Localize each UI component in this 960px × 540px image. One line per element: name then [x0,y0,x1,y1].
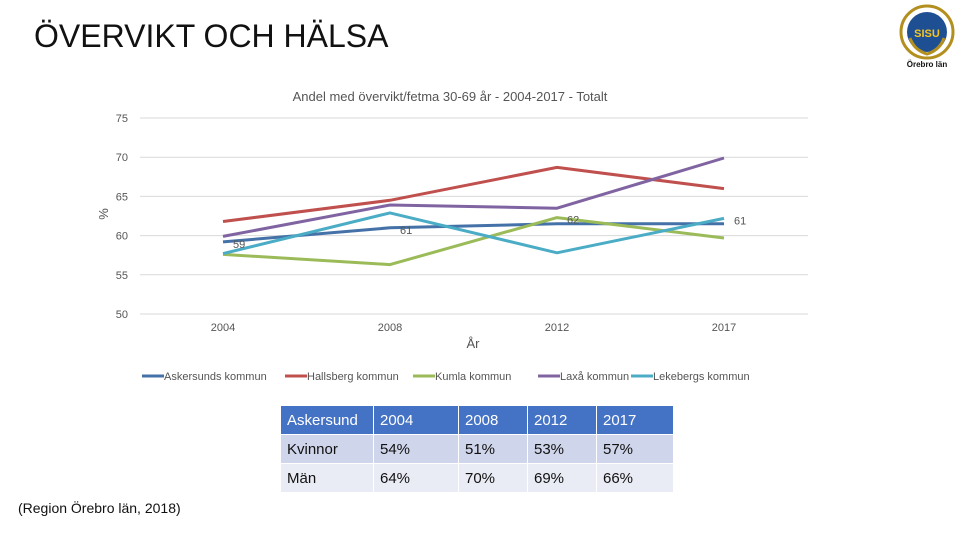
y-tick-label: 50 [116,309,128,321]
y-tick-label: 65 [116,191,128,203]
chart-title: Andel med övervikt/fetma 30-69 år - 2004… [293,89,608,104]
table-header-cell: 2004 [373,405,459,435]
page-title: ÖVERVIKT OCH HÄLSA [34,18,389,54]
data-label: 62 [567,215,579,227]
legend-label: Askersunds kommun [164,371,267,383]
table-header-cell: 2017 [596,405,674,435]
table-cell: 54% [373,434,459,464]
y-tick-label: 70 [116,152,128,164]
table-cell: Kvinnor [280,434,374,464]
table-header-row: Askersund 2004 2008 2012 2017 [280,405,674,435]
table-cell: 51% [458,434,528,464]
table-header-cell: 2008 [458,405,528,435]
y-axis-label: % [96,208,111,220]
chart-grid [140,117,808,315]
table-cell: 57% [596,434,674,464]
table-row: Kvinnor 54% 51% 53% 57% [280,434,674,464]
legend: Askersunds kommun Hallsberg kommun Kumla k… [142,371,750,383]
x-tick-label: 2004 [211,322,235,334]
legend-label: Lekebergs kommun [653,371,750,383]
series-line [222,165,725,223]
x-axis-ticks: 2004 2008 2012 2017 [211,322,736,334]
table-cell: 64% [373,463,459,493]
y-axis-ticks: 50 55 60 65 70 75 [116,113,128,321]
legend-label: Kumla kommun [435,371,511,383]
sisu-logo: SISU Örebro län [899,4,955,69]
y-tick-label: 75 [116,113,128,125]
series-line [222,216,725,267]
legend-label: Hallsberg kommun [307,371,399,383]
series-line [222,222,724,244]
series-line [222,211,725,256]
table-header-cell: 2012 [527,405,597,435]
logo-name: SISU [914,28,940,40]
askersund-table: Askersund 2004 2008 2012 2017 Kvinnor 54… [280,405,674,493]
data-label: 61 [400,225,412,237]
legend-label: Laxå kommun [560,371,629,383]
table-cell: 53% [527,434,597,464]
table-header-cell: Askersund [280,405,374,435]
x-tick-label: 2017 [712,322,736,334]
series-line [222,156,725,238]
data-labels: 59 61 62 61 [233,215,746,251]
x-axis-label: År [467,336,481,351]
logo-region: Örebro län [907,60,948,69]
table-cell: Män [280,463,374,493]
x-tick-label: 2012 [545,322,569,334]
table-row: Män 64% 70% 69% 66% [280,463,674,493]
source-note: (Region Örebro län, 2018) [18,500,181,516]
table-cell: 70% [458,463,528,493]
line-chart: Andel med övervikt/fetma 30-69 år - 2004… [96,89,808,383]
y-tick-label: 60 [116,231,128,243]
table-cell: 69% [527,463,597,493]
data-label: 61 [734,215,746,227]
data-label: 59 [233,239,245,251]
y-tick-label: 55 [116,270,128,282]
series-lines [222,156,725,267]
table-cell: 66% [596,463,674,493]
x-tick-label: 2008 [378,322,402,334]
